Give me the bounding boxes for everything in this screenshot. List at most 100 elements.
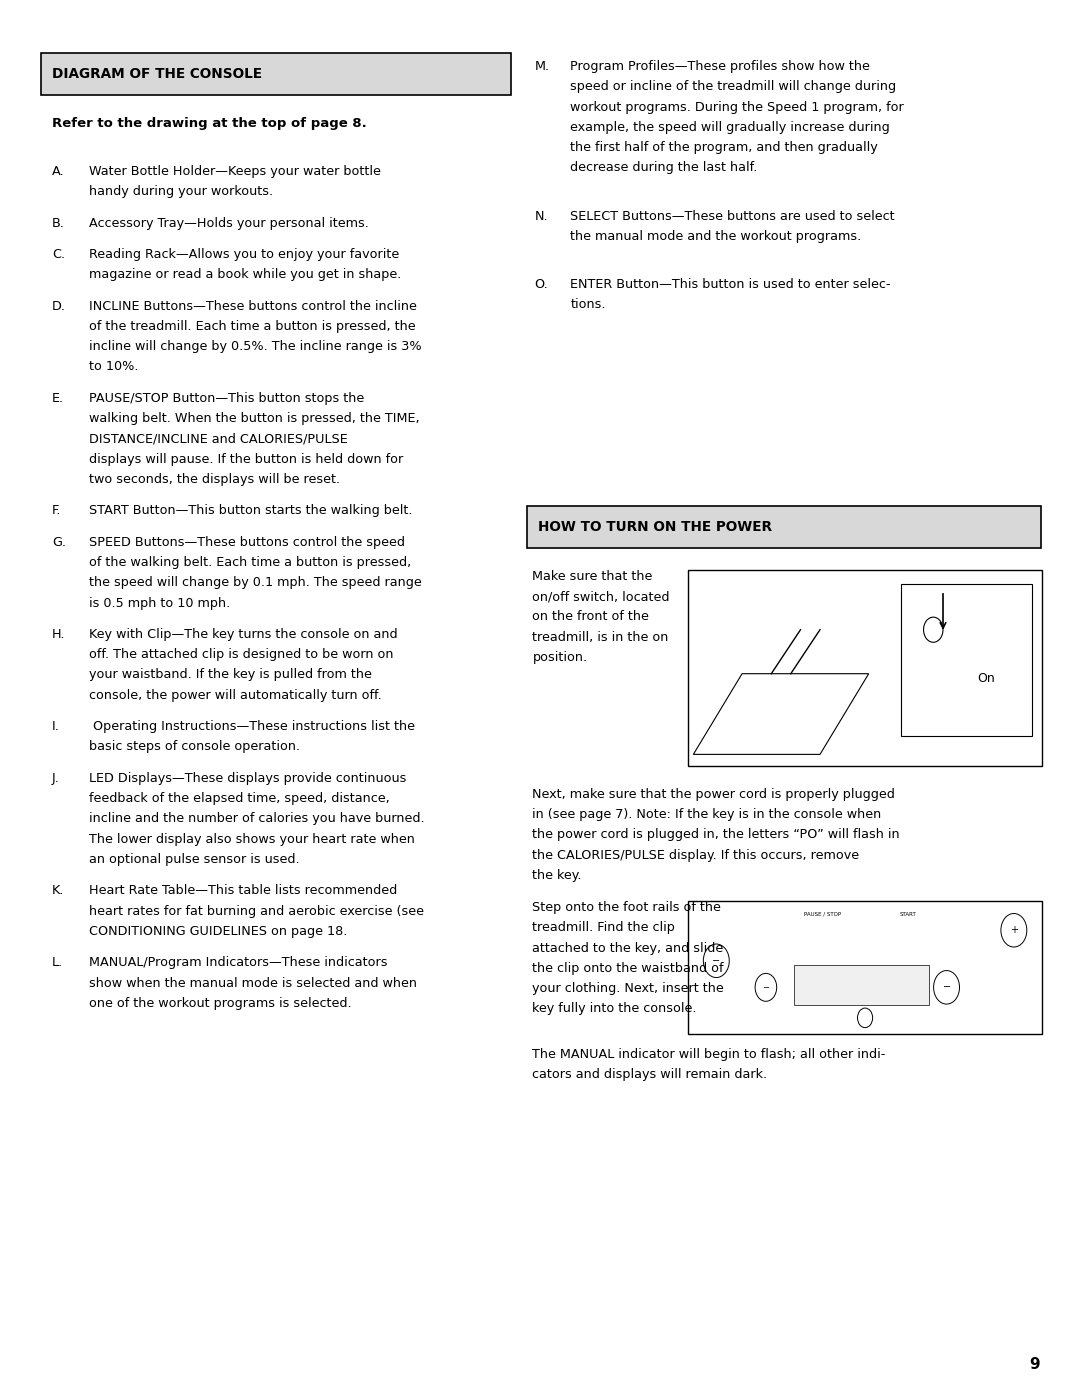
- Text: the speed will change by 0.1 mph. The speed range: the speed will change by 0.1 mph. The sp…: [89, 576, 421, 590]
- Circle shape: [933, 971, 959, 1004]
- Text: in (see page 7). Note: If the key is in the console when: in (see page 7). Note: If the key is in …: [532, 807, 881, 821]
- Text: D.: D.: [52, 299, 66, 313]
- Text: 9: 9: [1029, 1356, 1040, 1372]
- Text: the clip onto the waistband of: the clip onto the waistband of: [532, 963, 724, 975]
- Text: CONDITIONING GUIDELINES on page 18.: CONDITIONING GUIDELINES on page 18.: [89, 925, 347, 937]
- Text: DIAGRAM OF THE CONSOLE: DIAGRAM OF THE CONSOLE: [52, 67, 261, 81]
- Text: Step onto the foot rails of the: Step onto the foot rails of the: [532, 901, 721, 914]
- Text: position.: position.: [532, 651, 588, 664]
- Text: START: START: [900, 912, 916, 916]
- Text: Next, make sure that the power cord is properly plugged: Next, make sure that the power cord is p…: [532, 788, 895, 800]
- Text: LED Displays—These displays provide continuous: LED Displays—These displays provide cont…: [89, 771, 406, 785]
- Text: speed or incline of the treadmill will change during: speed or incline of the treadmill will c…: [570, 81, 896, 94]
- Text: L.: L.: [52, 956, 63, 970]
- Text: is 0.5 mph to 10 mph.: is 0.5 mph to 10 mph.: [89, 597, 230, 609]
- Text: the manual mode and the workout programs.: the manual mode and the workout programs…: [570, 229, 862, 243]
- Bar: [901, 584, 1031, 736]
- Text: attached to the key, and slide: attached to the key, and slide: [532, 942, 724, 954]
- Text: Heart Rate Table—This table lists recommended: Heart Rate Table—This table lists recomm…: [89, 884, 396, 897]
- Bar: [527, 506, 1041, 548]
- Text: workout programs. During the Speed 1 program, for: workout programs. During the Speed 1 pro…: [570, 101, 904, 113]
- Text: I.: I.: [52, 719, 59, 733]
- Text: Operating Instructions—These instructions list the: Operating Instructions—These instruction…: [89, 719, 415, 733]
- Text: tions.: tions.: [570, 298, 606, 312]
- Text: J.: J.: [52, 771, 59, 785]
- Text: H.: H.: [52, 627, 66, 641]
- Text: incline and the number of calories you have burned.: incline and the number of calories you h…: [89, 812, 424, 826]
- Text: the first half of the program, and then gradually: the first half of the program, and then …: [570, 141, 878, 154]
- Text: On: On: [976, 672, 995, 685]
- Text: handy during your workouts.: handy during your workouts.: [89, 186, 272, 198]
- Text: A.: A.: [52, 165, 65, 177]
- Text: cators and displays will remain dark.: cators and displays will remain dark.: [532, 1067, 768, 1081]
- Text: Key with Clip—The key turns the console on and: Key with Clip—The key turns the console …: [89, 627, 397, 641]
- Text: treadmill, is in the on: treadmill, is in the on: [532, 630, 669, 644]
- Text: your waistband. If the key is pulled from the: your waistband. If the key is pulled fro…: [89, 668, 372, 682]
- Text: the power cord is plugged in, the letters “PO” will flash in: the power cord is plugged in, the letter…: [532, 828, 900, 841]
- Text: K.: K.: [52, 884, 64, 897]
- Text: F.: F.: [52, 504, 62, 517]
- Text: treadmill. Find the clip: treadmill. Find the clip: [532, 922, 675, 935]
- Bar: [794, 965, 929, 1004]
- Text: of the walking belt. Each time a button is pressed,: of the walking belt. Each time a button …: [89, 556, 410, 569]
- Text: displays will pause. If the button is held down for: displays will pause. If the button is he…: [89, 453, 403, 465]
- Text: O.: O.: [535, 278, 549, 291]
- Text: HOW TO TURN ON THE POWER: HOW TO TURN ON THE POWER: [538, 520, 772, 534]
- Text: heart rates for fat burning and aerobic exercise (see: heart rates for fat burning and aerobic …: [89, 904, 423, 918]
- Text: N.: N.: [535, 210, 549, 222]
- Circle shape: [1001, 914, 1027, 947]
- Circle shape: [703, 944, 729, 978]
- Text: M.: M.: [535, 60, 550, 73]
- Text: −: −: [943, 982, 950, 992]
- Bar: [688, 901, 1042, 1034]
- Text: DISTANCE/INCLINE and CALORIES/PULSE: DISTANCE/INCLINE and CALORIES/PULSE: [89, 432, 348, 446]
- Text: B.: B.: [52, 217, 65, 229]
- Bar: [41, 53, 511, 95]
- Text: an optional pulse sensor is used.: an optional pulse sensor is used.: [89, 852, 299, 866]
- Text: PAUSE/STOP Button—This button stops the: PAUSE/STOP Button—This button stops the: [89, 391, 364, 405]
- Text: −: −: [762, 983, 769, 992]
- Text: key fully into the console.: key fully into the console.: [532, 1003, 697, 1016]
- Text: the CALORIES/PULSE display. If this occurs, remove: the CALORIES/PULSE display. If this occu…: [532, 849, 860, 862]
- Text: feedback of the elapsed time, speed, distance,: feedback of the elapsed time, speed, dis…: [89, 792, 389, 805]
- Text: on the front of the: on the front of the: [532, 610, 649, 623]
- Text: E.: E.: [52, 391, 64, 405]
- Text: −: −: [712, 956, 720, 965]
- Text: C.: C.: [52, 247, 65, 261]
- Text: SPEED Buttons—These buttons control the speed: SPEED Buttons—These buttons control the …: [89, 535, 405, 549]
- Text: of the treadmill. Each time a button is pressed, the: of the treadmill. Each time a button is …: [89, 320, 415, 332]
- Text: ENTER Button—This button is used to enter selec-: ENTER Button—This button is used to ente…: [570, 278, 891, 291]
- Text: The lower display also shows your heart rate when: The lower display also shows your heart …: [89, 833, 415, 845]
- Text: incline will change by 0.5%. The incline range is 3%: incline will change by 0.5%. The incline…: [89, 339, 421, 353]
- Text: two seconds, the displays will be reset.: two seconds, the displays will be reset.: [89, 472, 340, 486]
- Text: INCLINE Buttons—These buttons control the incline: INCLINE Buttons—These buttons control th…: [89, 299, 417, 313]
- Text: walking belt. When the button is pressed, the TIME,: walking belt. When the button is pressed…: [89, 412, 419, 425]
- Text: basic steps of console operation.: basic steps of console operation.: [89, 740, 299, 753]
- Text: decrease during the last half.: decrease during the last half.: [570, 161, 757, 175]
- Text: Refer to the drawing at the top of page 8.: Refer to the drawing at the top of page …: [52, 117, 366, 130]
- Text: Water Bottle Holder—Keeps your water bottle: Water Bottle Holder—Keeps your water bot…: [89, 165, 380, 177]
- Text: on/off switch, located: on/off switch, located: [532, 590, 670, 604]
- Text: START Button—This button starts the walking belt.: START Button—This button starts the walk…: [89, 504, 413, 517]
- Text: the key.: the key.: [532, 869, 582, 882]
- Text: one of the workout programs is selected.: one of the workout programs is selected.: [89, 996, 351, 1010]
- Text: magazine or read a book while you get in shape.: magazine or read a book while you get in…: [89, 268, 401, 281]
- Text: PAUSE / STOP: PAUSE / STOP: [804, 912, 841, 916]
- Text: Program Profiles—These profiles show how the: Program Profiles—These profiles show how…: [570, 60, 870, 73]
- Text: MANUAL/Program Indicators—These indicators: MANUAL/Program Indicators—These indicato…: [89, 956, 387, 970]
- Text: Reading Rack—Allows you to enjoy your favorite: Reading Rack—Allows you to enjoy your fa…: [89, 247, 399, 261]
- Text: console, the power will automatically turn off.: console, the power will automatically tu…: [89, 689, 381, 701]
- Text: +: +: [1010, 925, 1017, 935]
- Text: your clothing. Next, insert the: your clothing. Next, insert the: [532, 982, 725, 995]
- Bar: [688, 570, 1042, 766]
- Text: G.: G.: [52, 535, 66, 549]
- Text: The MANUAL indicator will begin to flash; all other indi-: The MANUAL indicator will begin to flash…: [532, 1048, 886, 1060]
- Circle shape: [755, 974, 777, 1002]
- Text: Accessory Tray—Holds your personal items.: Accessory Tray—Holds your personal items…: [89, 217, 368, 229]
- Text: to 10%.: to 10%.: [89, 360, 138, 373]
- Text: SELECT Buttons—These buttons are used to select: SELECT Buttons—These buttons are used to…: [570, 210, 895, 222]
- Text: example, the speed will gradually increase during: example, the speed will gradually increa…: [570, 120, 890, 134]
- Text: Make sure that the: Make sure that the: [532, 570, 652, 583]
- Text: show when the manual mode is selected and when: show when the manual mode is selected an…: [89, 977, 417, 989]
- Text: off. The attached clip is designed to be worn on: off. The attached clip is designed to be…: [89, 648, 393, 661]
